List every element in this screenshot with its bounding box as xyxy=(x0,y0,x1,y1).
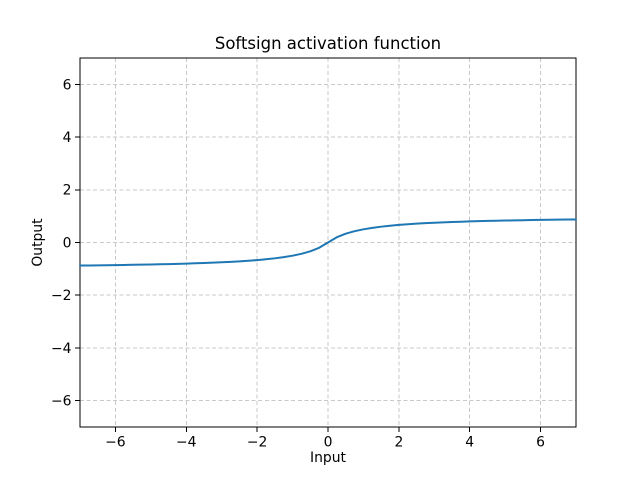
y-tick-label: −4 xyxy=(51,341,72,357)
x-tick-label: 6 xyxy=(536,435,545,451)
x-tick-label: −2 xyxy=(247,435,267,451)
y-tick-label: 0 xyxy=(63,235,72,251)
axes-frame xyxy=(79,57,577,428)
y-tick-label: 6 xyxy=(63,77,72,93)
x-tick-label: 4 xyxy=(465,435,474,451)
x-tick-label: −6 xyxy=(105,435,125,451)
axis-ticks: −6 −4 −2 0 2 4 6 −6 −4 −2 0 2 4 6 xyxy=(51,77,545,450)
x-tick-label: 0 xyxy=(324,435,333,451)
y-tick-label: −6 xyxy=(51,394,71,410)
grid-lines xyxy=(80,58,576,427)
x-axis-label: Input xyxy=(310,450,347,466)
y-tick-label: −2 xyxy=(51,288,71,304)
y-tick-label: 2 xyxy=(63,183,72,199)
y-axis-label: Output xyxy=(30,218,46,267)
x-tick-label: −4 xyxy=(176,435,197,451)
x-tick-label: 2 xyxy=(394,435,403,451)
softsign-curve xyxy=(79,218,577,267)
chart-title: Softsign activation function xyxy=(215,34,441,53)
y-tick-label: 4 xyxy=(63,130,72,146)
